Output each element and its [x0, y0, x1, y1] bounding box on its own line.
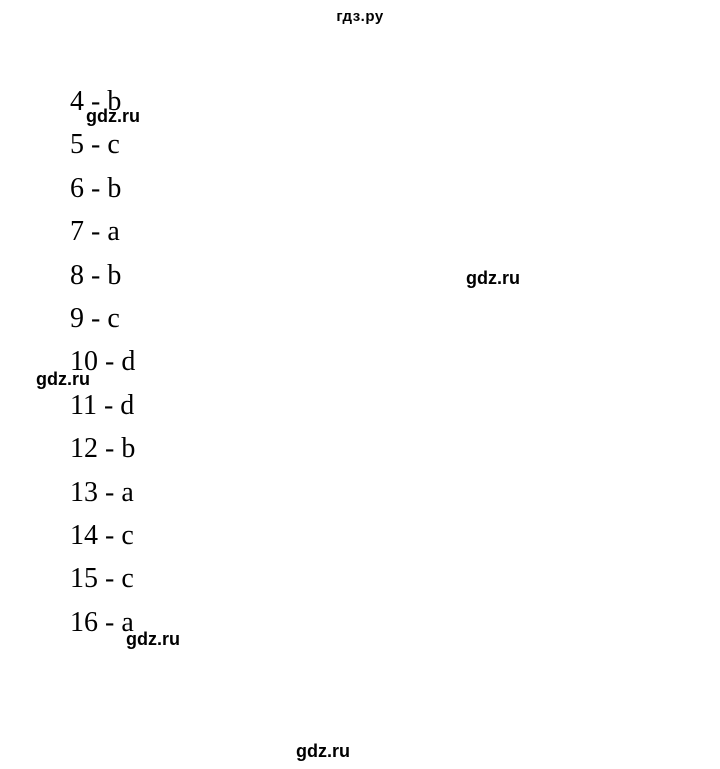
answer-letter: c — [107, 129, 119, 160]
answer-letter: c — [121, 563, 133, 594]
answer-number: 16 — [70, 601, 98, 644]
answer-item: 15 - c — [70, 557, 135, 600]
answer-letter: d — [121, 346, 135, 377]
watermark-text: gdz.ru — [126, 629, 180, 650]
answer-separator: - — [84, 260, 107, 291]
answer-item: 5 - c — [70, 123, 135, 166]
answer-separator: - — [84, 216, 107, 247]
answer-letter: b — [107, 173, 121, 204]
watermark-text: gdz.ru — [36, 369, 90, 390]
answer-letter: b — [107, 260, 121, 291]
answer-separator: - — [84, 129, 107, 160]
answer-number: 9 — [70, 297, 84, 340]
answer-separator: - — [97, 390, 120, 421]
answer-item: 14 - c — [70, 514, 135, 557]
answer-separator: - — [98, 607, 121, 638]
answer-letter: a — [107, 216, 119, 247]
answer-letter: b — [121, 433, 135, 464]
answer-letter: d — [120, 390, 134, 421]
page-header-title: гдз.ру — [0, 8, 720, 25]
answer-item: 9 - c — [70, 297, 135, 340]
answer-item: 11 - d — [70, 384, 135, 427]
answer-number: 14 — [70, 514, 98, 557]
answer-number: 13 — [70, 471, 98, 514]
answer-separator: - — [98, 433, 121, 464]
answer-separator: - — [98, 563, 121, 594]
answer-item: 6 - b — [70, 167, 135, 210]
answer-number: 8 — [70, 254, 84, 297]
answer-separator: - — [84, 173, 107, 204]
answer-separator: - — [98, 520, 121, 551]
answer-item: 8 - b — [70, 254, 135, 297]
answer-number: 15 — [70, 557, 98, 600]
watermark-text: gdz.ru — [466, 268, 520, 289]
answer-number: 4 — [70, 80, 84, 123]
watermark-text: gdz.ru — [86, 106, 140, 127]
answer-number: 7 — [70, 210, 84, 253]
answer-letter: a — [121, 477, 133, 508]
answer-separator: - — [84, 303, 107, 334]
answer-number: 5 — [70, 123, 84, 166]
answer-item: 12 - b — [70, 427, 135, 470]
answer-number: 6 — [70, 167, 84, 210]
answer-item: 7 - a — [70, 210, 135, 253]
answer-letter: c — [107, 303, 119, 334]
answer-number: 11 — [70, 384, 97, 427]
answer-item: 13 - a — [70, 471, 135, 514]
answer-list: 4 - b 5 - c 6 - b 7 - a 8 - b 9 - c 10 -… — [70, 80, 135, 644]
answer-letter: c — [121, 520, 133, 551]
answer-number: 12 — [70, 427, 98, 470]
answer-separator: - — [98, 346, 121, 377]
answer-separator: - — [98, 477, 121, 508]
watermark-text: gdz.ru — [296, 741, 350, 762]
